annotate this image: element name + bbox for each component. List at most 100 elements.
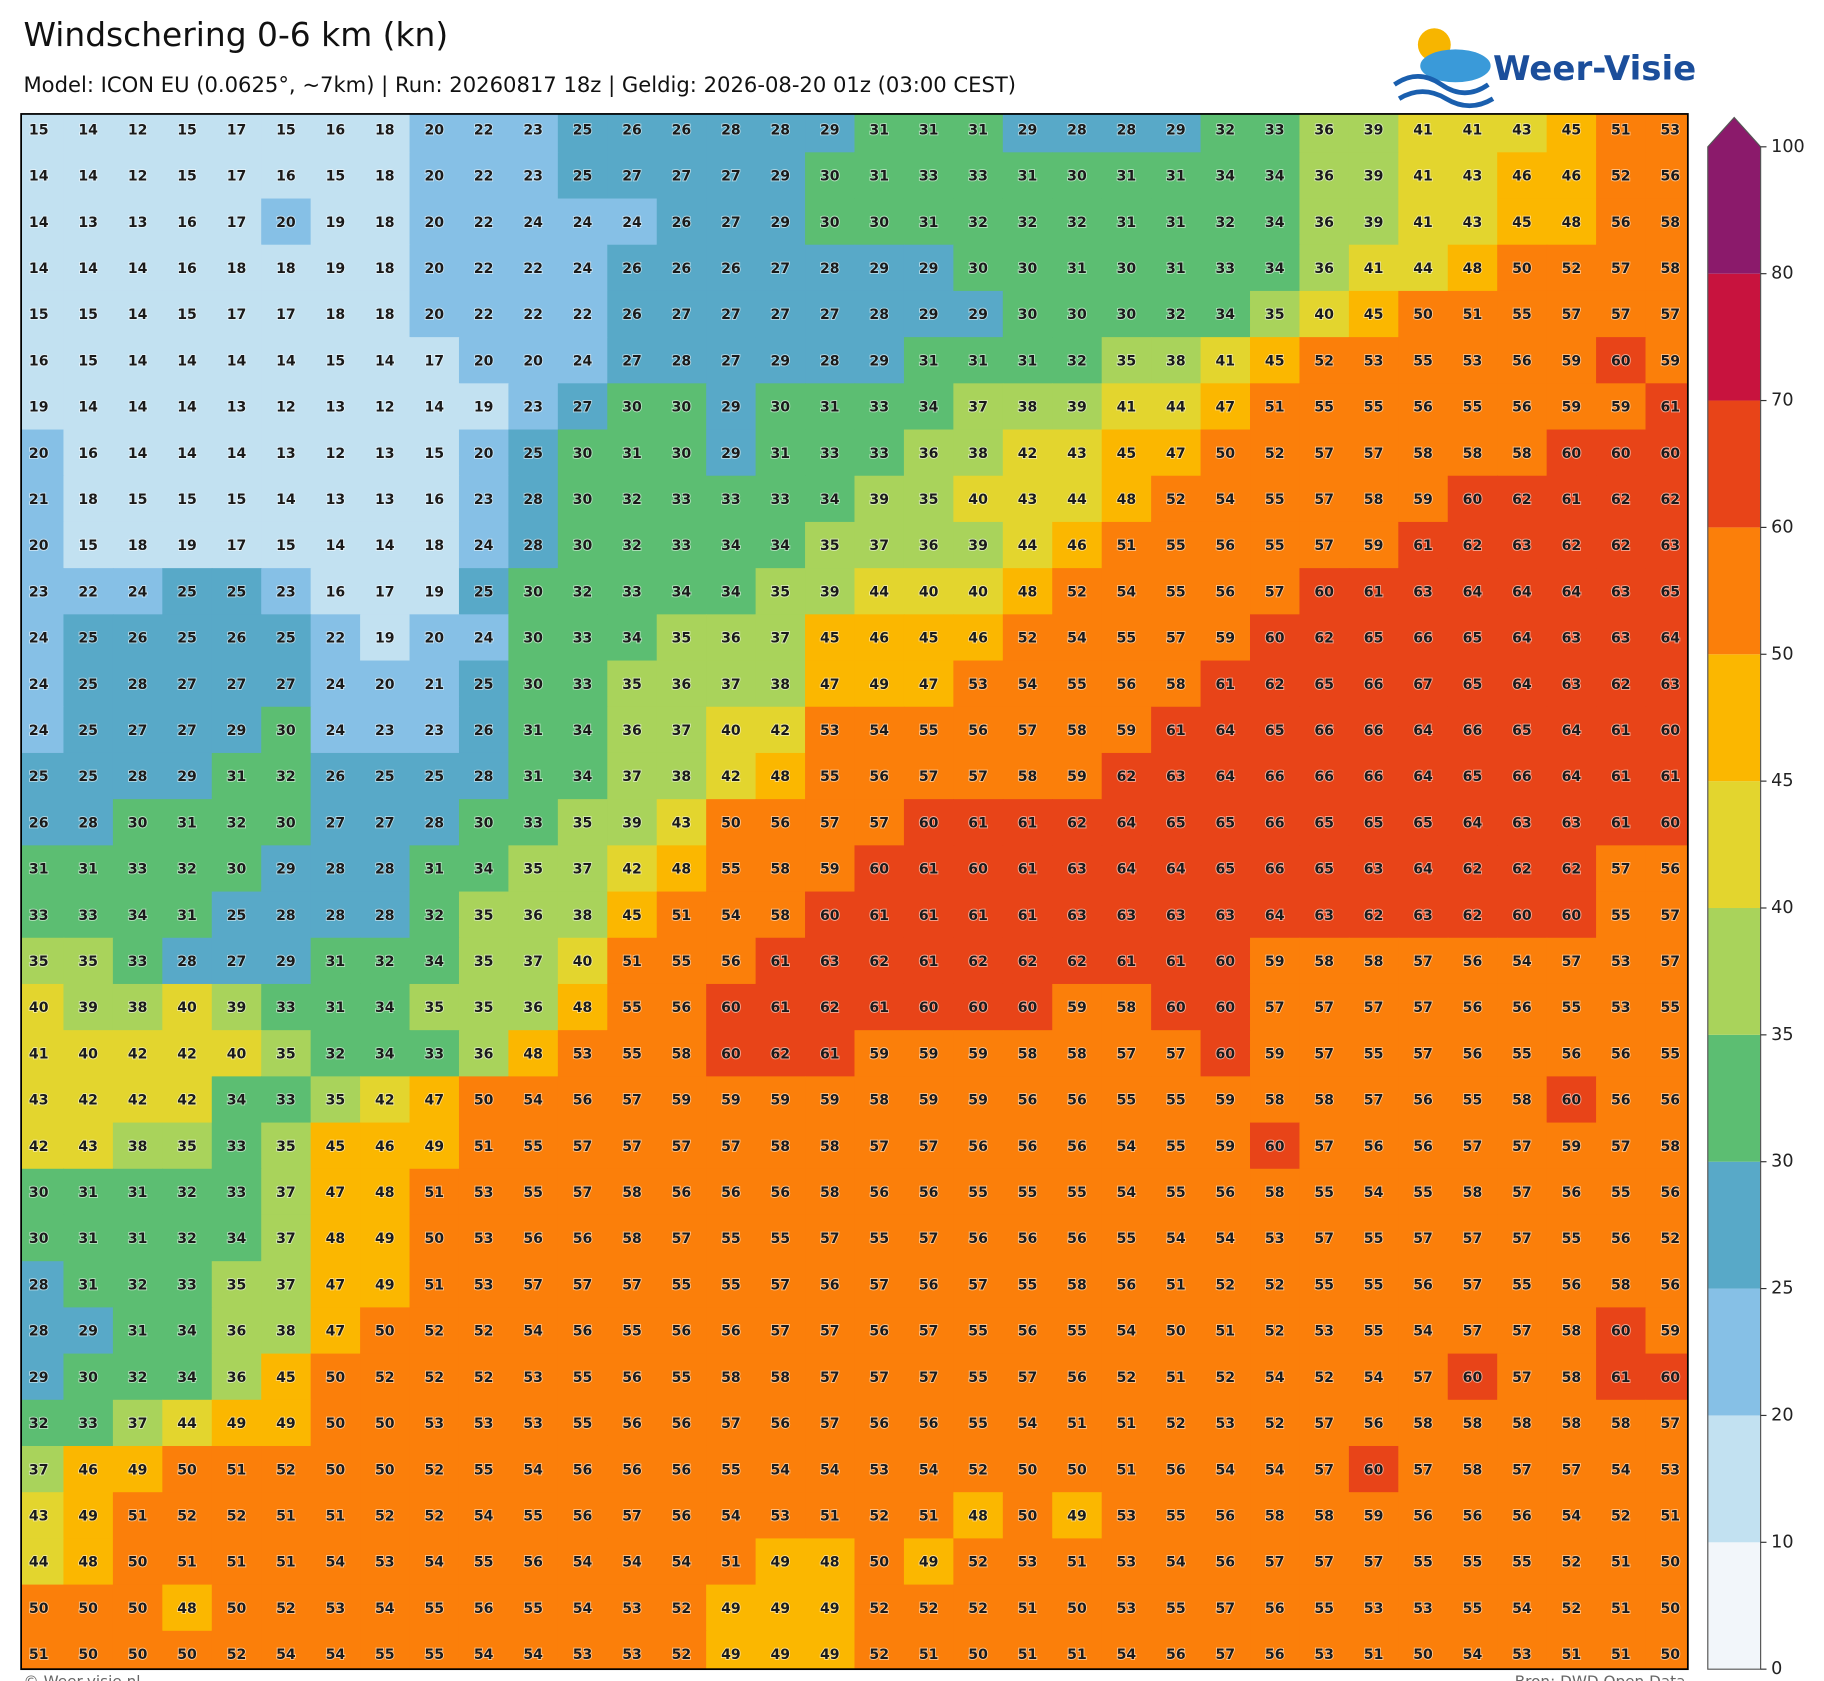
cell-value: 63 [1117,908,1137,924]
cell [310,521,361,569]
cell-value: 36 [1314,215,1334,231]
cell-value: 63 [1512,815,1532,831]
cell-value: 50 [78,1647,98,1663]
cell [409,198,460,246]
cell-value: 59 [1660,1324,1680,1340]
cell-value: 31 [1018,353,1038,369]
cell [310,937,361,985]
cell [21,429,65,477]
cell [1200,244,1251,292]
cell-value: 65 [1364,631,1384,647]
cell [1250,1076,1301,1124]
cell-value: 58 [1512,1416,1532,1432]
cell [310,983,361,1031]
cell-value: 53 [523,1370,543,1386]
cell [557,706,608,754]
cell-value: 29 [1166,122,1186,138]
cell-value: 58 [1660,1139,1680,1155]
cell [162,198,213,246]
cell-value: 26 [622,307,642,323]
cell-value: 55 [672,954,692,970]
cell [508,244,559,292]
cell [1200,1030,1251,1078]
cell-value: 27 [721,353,741,369]
cell-value: 35 [1117,353,1137,369]
cell [1200,1076,1251,1124]
cell [1645,244,1688,292]
cell [706,891,757,939]
cell-value: 33 [128,862,148,878]
cell [310,152,361,200]
cell-value: 14 [375,353,395,369]
cell-value: 56 [1660,1093,1680,1109]
cell-value: 56 [1215,1508,1235,1524]
cell-value: 52 [474,1324,494,1340]
cell [953,475,1004,523]
cell [211,198,262,246]
cell-value: 59 [1562,1139,1582,1155]
cell-value: 50 [1660,1601,1680,1617]
cell-value: 54 [672,1555,692,1571]
cell [1348,244,1400,292]
cell-value: 56 [1067,1231,1087,1247]
cell-value: 41 [1413,122,1433,138]
cell-value: 56 [968,723,988,739]
cell-value: 58 [820,1185,840,1201]
cell-value: 35 [820,538,840,554]
cell [1151,152,1202,200]
cell-value: 52 [968,1462,988,1478]
cell [607,799,658,847]
cell-value: 39 [78,1000,98,1016]
cell [63,1214,114,1262]
cell-value: 48 [968,1508,988,1524]
cell-value: 31 [424,862,444,878]
colorbar-label: 10 [1771,1532,1793,1552]
cell [1299,660,1350,708]
cell-value: 57 [1314,1462,1334,1478]
cell [63,891,114,939]
cell-value: 45 [1265,353,1285,369]
cell-value: 58 [1660,215,1680,231]
cell [1596,475,1647,523]
cell-value: 56 [1215,1555,1235,1571]
cell-value: 32 [1166,307,1186,323]
cell-value: 57 [1660,954,1680,970]
cell [656,1168,707,1216]
colorbar-label: 45 [1771,771,1793,791]
cell-value: 55 [1166,1139,1186,1155]
cell [706,845,757,893]
cell [1398,983,1449,1031]
cell [1101,337,1152,385]
cell-value: 50 [326,1462,346,1478]
cell-value: 28 [820,261,840,277]
cell [1645,1122,1688,1170]
cell-value: 54 [523,1462,543,1478]
cell-value: 32 [128,1370,148,1386]
cell-value: 20 [424,215,444,231]
cell [310,1030,361,1078]
cell-value: 60 [1562,446,1582,462]
cell-value: 60 [869,862,889,878]
cell-value: 53 [1018,1555,1038,1571]
cell [755,383,806,431]
cell-value: 29 [721,446,741,462]
cell-value: 55 [1314,1185,1334,1201]
cell-value: 57 [771,1324,791,1340]
cell [1002,290,1053,338]
cell [1052,1168,1103,1216]
cell-value: 30 [276,815,296,831]
cell [706,1214,757,1262]
cell [854,752,905,800]
cell [211,429,262,477]
cell-value: 55 [1314,1277,1334,1293]
cell [1101,799,1152,847]
cell-value: 33 [227,1185,247,1201]
cell [607,1030,658,1078]
cell-value: 53 [622,1647,642,1663]
cell-value: 34 [128,908,148,924]
cell-value: 63 [1166,908,1186,924]
cell [805,568,856,616]
cell-value: 65 [1265,723,1285,739]
cell-value: 30 [968,261,988,277]
cell-value: 38 [573,908,593,924]
